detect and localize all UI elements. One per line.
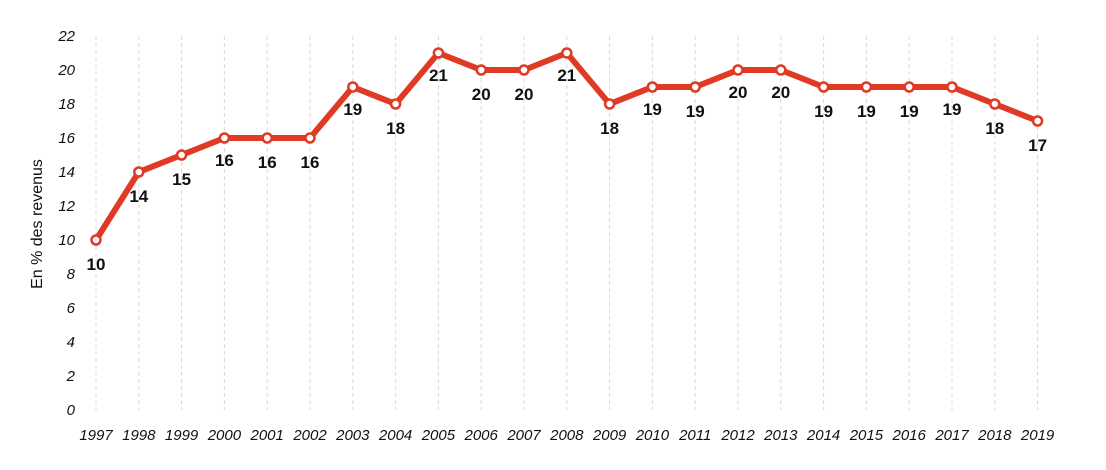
data-label-2008: 21 bbox=[557, 66, 576, 85]
data-label-1997: 10 bbox=[87, 255, 106, 274]
y-tick-label: 0 bbox=[67, 402, 76, 419]
x-tick-label: 2003 bbox=[335, 427, 370, 444]
y-tick-label: 12 bbox=[58, 198, 75, 215]
x-tick-label: 2018 bbox=[977, 427, 1012, 444]
x-tick-label: 2007 bbox=[506, 427, 541, 444]
data-point-2015 bbox=[860, 81, 873, 93]
x-tick-label: 2019 bbox=[1020, 427, 1055, 444]
data-point-2013 bbox=[775, 64, 787, 76]
y-tick-label: 20 bbox=[57, 62, 75, 79]
x-tick-label: 2010 bbox=[635, 427, 670, 444]
data-point-2000 bbox=[218, 132, 231, 144]
data-point-2019 bbox=[1031, 115, 1044, 127]
x-tick-label: 2000 bbox=[207, 427, 242, 444]
data-points bbox=[90, 47, 1044, 246]
data-label-2003: 19 bbox=[343, 100, 362, 119]
x-tick-label: 2013 bbox=[763, 427, 798, 444]
y-tick-label: 14 bbox=[58, 164, 75, 181]
y-tick-label: 18 bbox=[58, 96, 75, 113]
data-point-2002 bbox=[304, 132, 316, 144]
data-point-2016 bbox=[903, 81, 915, 93]
data-point-2004 bbox=[389, 98, 402, 110]
data-label-2000: 16 bbox=[215, 151, 234, 170]
data-point-2010 bbox=[646, 81, 659, 93]
data-label-2014: 19 bbox=[814, 102, 833, 121]
data-point-2012 bbox=[732, 64, 744, 76]
data-point-2006 bbox=[475, 64, 487, 76]
gridlines bbox=[95, 36, 1039, 410]
x-tick-label: 2016 bbox=[892, 427, 927, 444]
x-tick-label: 2004 bbox=[378, 427, 412, 444]
x-tick-label: 2012 bbox=[720, 427, 755, 444]
y-tick-label: 10 bbox=[58, 232, 75, 249]
x-tick-label: 2015 bbox=[849, 427, 884, 444]
data-label-2005: 21 bbox=[429, 66, 448, 85]
x-tick-label: 2008 bbox=[549, 427, 584, 444]
data-label-2006: 20 bbox=[472, 85, 491, 104]
data-point-2011 bbox=[689, 81, 701, 93]
data-label-2001: 16 bbox=[258, 153, 277, 172]
data-label-2004: 18 bbox=[386, 119, 405, 138]
data-label-2002: 16 bbox=[301, 153, 320, 172]
data-point-1999 bbox=[175, 149, 188, 161]
y-axis-label: En % des revenus bbox=[29, 159, 46, 289]
data-label-2010: 19 bbox=[643, 100, 662, 119]
data-point-2001 bbox=[261, 132, 273, 144]
x-tick-label: 2017 bbox=[934, 427, 969, 444]
data-point-2017 bbox=[946, 81, 958, 93]
y-tick-label: 2 bbox=[66, 368, 76, 385]
x-tick-label: 2002 bbox=[292, 427, 327, 444]
data-label-2019: 17 bbox=[1028, 136, 1047, 155]
x-tick-label: 1997 bbox=[79, 427, 113, 444]
data-label-1998: 14 bbox=[129, 187, 148, 206]
data-point-2008 bbox=[561, 47, 573, 59]
x-tick-label: 2006 bbox=[464, 427, 499, 444]
data-point-1998 bbox=[133, 166, 145, 178]
data-label-2007: 20 bbox=[515, 85, 534, 104]
y-tick-label: 16 bbox=[58, 130, 75, 147]
data-label-2017: 19 bbox=[943, 100, 962, 119]
x-tick-label: 2005 bbox=[421, 427, 456, 444]
x-tick-label: 1998 bbox=[122, 427, 156, 444]
x-tick-label: 2001 bbox=[250, 427, 284, 444]
data-label-2012: 20 bbox=[729, 83, 748, 102]
x-axis-ticks: 1997 1998 1999 2000 2001 2002 2003 2004 2005 2006… bbox=[79, 427, 1055, 444]
data-label-2013: 20 bbox=[771, 83, 790, 102]
y-tick-label: 8 bbox=[67, 266, 76, 283]
data-point-2018 bbox=[989, 98, 1001, 110]
x-tick-label: 1999 bbox=[165, 427, 199, 444]
y-axis-ticks: 0 2 4 6 8 10 12 14 16 18 20 22 bbox=[57, 28, 75, 419]
data-label-2018: 18 bbox=[985, 119, 1004, 138]
data-label-2009: 18 bbox=[600, 119, 619, 138]
data-point-2014 bbox=[817, 81, 830, 93]
data-point-2009 bbox=[603, 98, 616, 110]
x-tick-label: 2009 bbox=[592, 427, 627, 444]
data-label-2011: 19 bbox=[686, 102, 705, 121]
x-tick-label: 2011 bbox=[678, 427, 711, 444]
data-label-2016: 19 bbox=[900, 102, 919, 121]
y-tick-label: 6 bbox=[67, 300, 76, 317]
data-point-2007 bbox=[518, 64, 530, 76]
y-tick-label: 22 bbox=[57, 28, 75, 45]
data-label-2015: 19 bbox=[857, 102, 876, 121]
data-label-1999: 15 bbox=[172, 170, 191, 189]
data-labels: 10 14 15 16 16 16 19 18 21 20 20 21 18 19 19 20 20 19 19 19… bbox=[87, 66, 1048, 274]
data-point-2003 bbox=[347, 81, 359, 93]
data-point-2005 bbox=[432, 47, 445, 59]
x-tick-label: 2014 bbox=[806, 427, 840, 444]
data-point-1997 bbox=[90, 234, 102, 246]
y-tick-label: 4 bbox=[67, 334, 75, 351]
